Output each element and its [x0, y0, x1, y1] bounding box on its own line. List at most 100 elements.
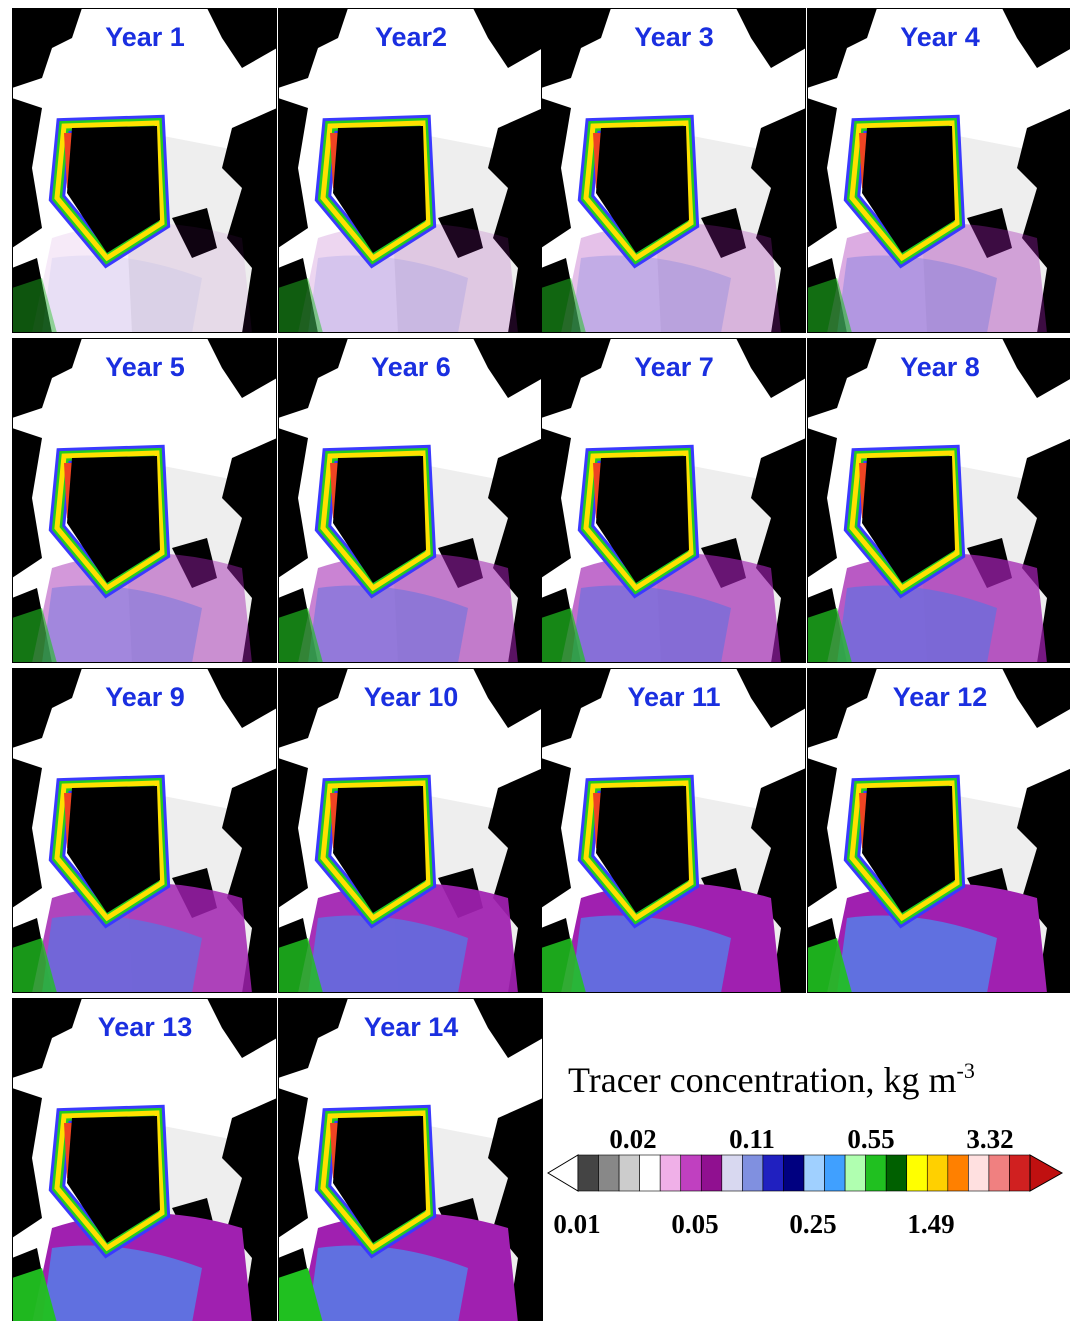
- colorbar-segment: [906, 1154, 928, 1192]
- colorbar-tick-label: 0.05: [671, 1209, 718, 1239]
- colorbar-tick-label: 0.11: [729, 1124, 775, 1154]
- tracer-green: [541, 938, 586, 993]
- tracer-blue: [308, 255, 468, 333]
- colorbar-segment: [577, 1154, 599, 1192]
- tracer-green: [278, 1268, 323, 1321]
- panel-grid: Year 1 Year2 Year 3 Year 4 Year 5 Year 6 Year …: [12, 8, 1070, 1321]
- map-panel: Year 14: [278, 998, 543, 1321]
- colorbar-tick-label: 1.49: [907, 1209, 954, 1239]
- tracer-blue: [42, 915, 202, 993]
- colorbar-segment: [618, 1154, 640, 1192]
- panel-label: Year 8: [900, 352, 980, 382]
- tracer-blue: [571, 585, 731, 663]
- panel-label: Year 7: [634, 352, 714, 382]
- panel-label: Year 5: [105, 352, 185, 382]
- map-panel: Year 9: [12, 668, 277, 993]
- colorbar-segment: [1009, 1154, 1031, 1192]
- colorbar-segment: [926, 1154, 949, 1192]
- colorbar-arrow-left: [547, 1154, 579, 1192]
- tracer-green: [12, 1268, 57, 1321]
- panel-border: [12, 8, 277, 333]
- colorbar-title: Tracer concentration, kg m-3: [568, 1058, 975, 1100]
- panel-label: Year 14: [364, 1012, 459, 1042]
- colorbar-bar: 0.02 0.11 0.55 3.32 0.01 0.05 0.25 1.49: [547, 1124, 1064, 1239]
- panel-label: Year 10: [364, 682, 459, 712]
- colorbar-arrow-right: [1029, 1154, 1064, 1192]
- panel-border: [12, 668, 277, 993]
- tracer-green: [807, 278, 852, 333]
- tracer-green: [12, 938, 57, 993]
- tracer-green: [541, 278, 586, 333]
- colorbar-segment: [721, 1154, 743, 1192]
- panel-border: [807, 668, 1070, 993]
- panel-label: Year 11: [627, 682, 720, 712]
- tracer-purple: [32, 553, 252, 663]
- map-panel: Year 12: [807, 668, 1070, 993]
- colorbar-segment: [844, 1154, 866, 1192]
- tracer-purple: [298, 223, 518, 333]
- tracer-green: [278, 938, 323, 993]
- panel-label: Year 3: [634, 22, 714, 52]
- panel-border: [541, 668, 806, 993]
- tracer-blue: [571, 915, 731, 993]
- colorbar-segment: [885, 1154, 908, 1192]
- colorbar-tick-label: 0.55: [847, 1124, 894, 1154]
- colorbar-segment: [639, 1154, 661, 1192]
- panel-border: [278, 998, 543, 1321]
- tracer-green: [278, 278, 323, 333]
- panel-border: [541, 8, 806, 333]
- map-panel: Year 8: [807, 338, 1070, 663]
- tracer-green: [807, 938, 852, 993]
- tracer-green: [12, 608, 57, 663]
- tracer-blue: [308, 1245, 468, 1321]
- map-panel: Year2: [278, 8, 543, 333]
- panel-label: Year 4: [900, 22, 980, 52]
- tracer-blue: [837, 915, 997, 993]
- tracer-green: [12, 278, 57, 333]
- colorbar-segment: [700, 1154, 723, 1192]
- panel-label: Year 9: [105, 682, 185, 712]
- colorbar-tick-label: 0.01: [553, 1209, 600, 1239]
- map-panel: Year 6: [278, 338, 543, 663]
- colorbar-segment: [803, 1154, 825, 1192]
- tracer-blue: [42, 1245, 202, 1321]
- panel-label: Year 13: [98, 1012, 193, 1042]
- colorbar-segment: [783, 1154, 805, 1192]
- tracer-purple: [561, 223, 781, 333]
- tracer-green: [541, 608, 586, 663]
- panel-border: [541, 338, 806, 663]
- map-panel: Year 13: [12, 998, 277, 1321]
- panel-label: Year 6: [371, 352, 451, 382]
- map-panel: Year 11: [541, 668, 806, 993]
- colorbar-segment: [762, 1154, 784, 1192]
- tracer-blue: [571, 255, 731, 333]
- panel-border: [807, 338, 1070, 663]
- colorbar-segment: [598, 1154, 620, 1192]
- tracer-blue: [42, 585, 202, 663]
- panel-border: [12, 998, 277, 1321]
- map-panel: Year 10: [278, 668, 543, 993]
- panel-label: Year2: [375, 22, 447, 52]
- map-panel: Year 5: [12, 338, 277, 663]
- colorbar-segment: [659, 1154, 682, 1192]
- map-panel: Year 7: [541, 338, 806, 663]
- colorbar-tick-label: 0.25: [789, 1209, 836, 1239]
- map-panel: Year 3: [541, 8, 806, 333]
- tracer-blue: [308, 915, 468, 993]
- colorbar-segment: [680, 1154, 702, 1192]
- panel-label: Year 12: [893, 682, 988, 712]
- tracer-green: [807, 608, 852, 663]
- map-panel: Year 1: [12, 8, 277, 333]
- colorbar-segment: [865, 1154, 887, 1192]
- tracer-purple: [32, 223, 252, 333]
- colorbar-tick-label: 3.32: [966, 1124, 1013, 1154]
- colorbar-segment: [968, 1154, 990, 1192]
- panel-label: Year 1: [105, 22, 185, 52]
- colorbar-segment: [824, 1154, 846, 1192]
- map-panel: Year 4: [807, 8, 1070, 333]
- tracer-purple: [827, 223, 1047, 333]
- panel-border: [807, 8, 1070, 333]
- colorbar: Tracer concentration, kg m-3 0.02 0.11 0.5…: [547, 1058, 1064, 1239]
- tracer-blue: [837, 255, 997, 333]
